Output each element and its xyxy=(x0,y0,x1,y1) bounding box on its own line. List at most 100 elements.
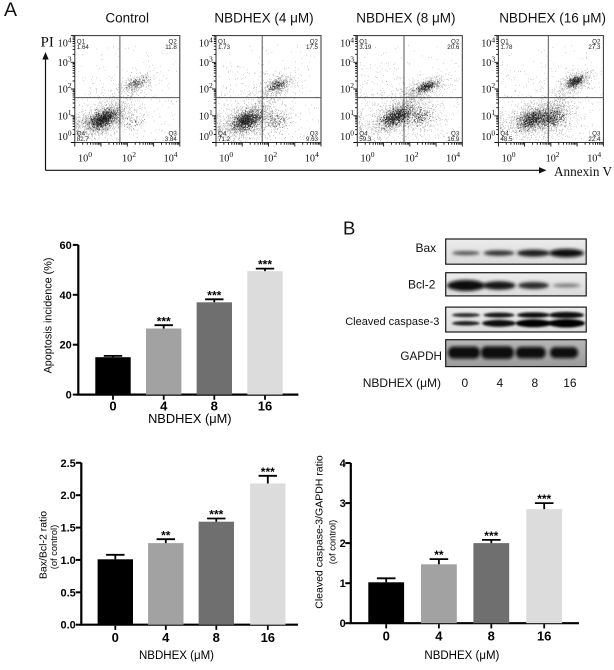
svg-text:Q4: Q4 xyxy=(359,130,368,137)
svg-text:Bax: Bax xyxy=(416,241,437,255)
svg-text:104: 104 xyxy=(164,150,178,164)
svg-text:101: 101 xyxy=(340,108,354,122)
svg-text:100: 100 xyxy=(58,129,72,143)
svg-text:Q1: Q1 xyxy=(359,39,368,46)
svg-text:Cleaved caspase-3: Cleaved caspase-3 xyxy=(345,316,439,328)
svg-text:16: 16 xyxy=(537,629,551,644)
svg-text:104: 104 xyxy=(587,150,601,164)
svg-text:102: 102 xyxy=(263,150,277,164)
svg-text:103: 103 xyxy=(199,55,213,69)
svg-text:4: 4 xyxy=(340,458,347,470)
svg-text:20: 20 xyxy=(60,340,72,352)
svg-text:Q2: Q2 xyxy=(169,39,178,46)
svg-text:Q2: Q2 xyxy=(592,39,601,46)
svg-text:103: 103 xyxy=(340,55,354,69)
svg-text:100: 100 xyxy=(199,129,213,143)
svg-text:27.3: 27.3 xyxy=(588,44,601,51)
svg-text:***: *** xyxy=(537,492,551,506)
svg-text:71.2: 71.2 xyxy=(218,136,231,143)
svg-text:48.5: 48.5 xyxy=(500,136,513,143)
svg-text:9.63: 9.63 xyxy=(306,136,319,143)
svg-text:104: 104 xyxy=(340,35,354,49)
svg-text:8: 8 xyxy=(532,376,539,390)
svg-text:Q4: Q4 xyxy=(77,130,86,137)
svg-text:4: 4 xyxy=(160,399,168,414)
svg-text:NBDHEX (μM): NBDHEX (μM) xyxy=(139,650,214,662)
svg-text:NBDHEX (μM): NBDHEX (μM) xyxy=(424,650,499,662)
svg-text:1.0: 1.0 xyxy=(61,555,76,567)
svg-text:104: 104 xyxy=(199,35,213,49)
svg-text:B: B xyxy=(343,218,355,239)
svg-text:101: 101 xyxy=(58,108,72,122)
svg-text:GAPDH: GAPDH xyxy=(400,350,442,363)
svg-text:102: 102 xyxy=(58,81,72,95)
svg-text:Q2: Q2 xyxy=(451,39,460,46)
svg-text:101: 101 xyxy=(199,108,213,122)
svg-text:22.4: 22.4 xyxy=(588,136,601,143)
svg-text:4: 4 xyxy=(162,630,170,645)
svg-text:**: ** xyxy=(434,548,444,562)
svg-text:(of control): (of control) xyxy=(328,520,338,564)
svg-text:2: 2 xyxy=(340,538,346,550)
svg-text:PI: PI xyxy=(41,35,54,51)
svg-text:11.8: 11.8 xyxy=(165,44,177,51)
svg-text:104: 104 xyxy=(305,150,319,164)
svg-text:***: *** xyxy=(261,465,275,479)
svg-text:100: 100 xyxy=(481,129,495,143)
svg-text:103: 103 xyxy=(58,55,72,69)
svg-text:NBDHEX (16 μM): NBDHEX (16 μM) xyxy=(499,10,606,25)
svg-text:Q4: Q4 xyxy=(500,130,509,137)
svg-text:Bax/Bcl-2 ratio: Bax/Bcl-2 ratio xyxy=(38,511,50,579)
svg-text:0: 0 xyxy=(66,390,72,402)
svg-text:Q3: Q3 xyxy=(592,130,601,137)
svg-text:0: 0 xyxy=(109,399,116,414)
svg-text:1.73: 1.73 xyxy=(218,44,231,51)
svg-text:1.5: 1.5 xyxy=(61,523,76,535)
svg-text:Apoptosis incidence (%): Apoptosis incidence (%) xyxy=(43,258,55,374)
svg-text:Q3: Q3 xyxy=(451,130,460,137)
svg-text:0.5: 0.5 xyxy=(61,587,76,599)
svg-text:102: 102 xyxy=(199,81,213,95)
svg-text:8: 8 xyxy=(213,630,220,645)
svg-text:60: 60 xyxy=(60,240,72,252)
svg-text:102: 102 xyxy=(405,150,419,164)
svg-text:16: 16 xyxy=(563,376,577,390)
svg-text:Q2: Q2 xyxy=(310,39,319,46)
svg-text:***: *** xyxy=(207,288,221,302)
svg-text:Q1: Q1 xyxy=(218,39,227,46)
svg-text:0: 0 xyxy=(112,630,119,645)
svg-text:103: 103 xyxy=(481,55,495,69)
svg-text:Control: Control xyxy=(105,10,149,25)
svg-text:17.5: 17.5 xyxy=(306,44,319,51)
svg-text:16.9: 16.9 xyxy=(447,136,460,143)
svg-text:Q3: Q3 xyxy=(310,130,319,137)
svg-text:100: 100 xyxy=(502,150,516,164)
svg-text:Q4: Q4 xyxy=(218,130,227,137)
svg-text:16: 16 xyxy=(261,630,275,645)
svg-text:4: 4 xyxy=(497,376,504,390)
svg-text:Q3: Q3 xyxy=(169,130,178,137)
svg-text:NBDHEX (8 μM): NBDHEX (8 μM) xyxy=(356,10,455,25)
svg-text:1.78: 1.78 xyxy=(500,44,513,51)
svg-text:A: A xyxy=(4,0,17,21)
svg-text:1.64: 1.64 xyxy=(77,44,90,51)
svg-text:Annexin V: Annexin V xyxy=(554,164,612,179)
svg-text:3: 3 xyxy=(340,498,346,510)
svg-text:***: *** xyxy=(258,258,272,272)
svg-text:8: 8 xyxy=(488,629,495,644)
svg-text:4: 4 xyxy=(435,629,443,644)
svg-text:3.84: 3.84 xyxy=(165,136,178,143)
svg-text:0.0: 0.0 xyxy=(61,620,76,632)
svg-text:***: *** xyxy=(209,508,223,522)
svg-text:2.0: 2.0 xyxy=(61,490,76,502)
svg-text:16: 16 xyxy=(258,399,272,414)
svg-text:40: 40 xyxy=(60,290,72,302)
svg-text:NBDHEX (μM): NBDHEX (μM) xyxy=(363,376,441,390)
svg-text:104: 104 xyxy=(481,35,495,49)
svg-text:0: 0 xyxy=(383,629,390,644)
svg-text:0: 0 xyxy=(462,376,469,390)
svg-text:**: ** xyxy=(161,528,171,542)
svg-text:NBDHEX (μM): NBDHEX (μM) xyxy=(148,411,231,426)
svg-text:(of control): (of control) xyxy=(49,525,59,569)
svg-text:104: 104 xyxy=(446,150,460,164)
